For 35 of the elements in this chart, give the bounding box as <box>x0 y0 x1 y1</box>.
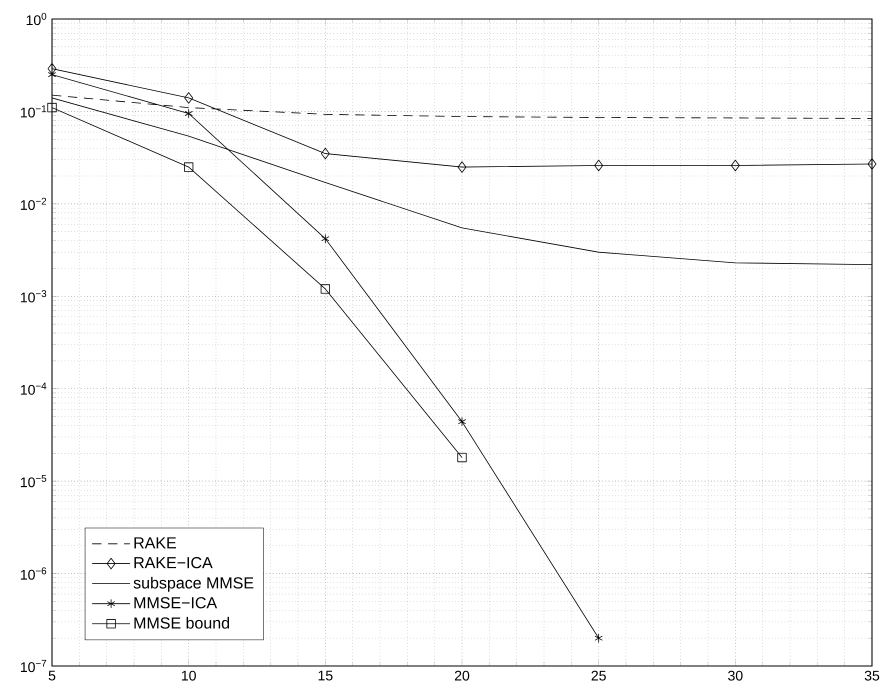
legend-label: subspace MMSE <box>134 576 254 592</box>
x-tick-label: 20 <box>454 670 470 681</box>
legend-label: MMSE bound <box>134 616 230 629</box>
y-tick-label: 10$^{−3}$ <box>20 290 46 302</box>
y-tick-label: 10$^{−6}$ <box>20 567 46 580</box>
point <box>594 160 604 172</box>
x-tick-label: 35 <box>864 670 880 681</box>
y-tick-label: 10$^{−5}$ <box>20 475 46 488</box>
point <box>458 417 466 426</box>
point <box>47 102 57 112</box>
point <box>184 92 194 104</box>
x-tick-label: 15 <box>318 670 333 680</box>
y-tick-label: 10$^{−7}$ <box>20 660 46 672</box>
point <box>457 452 467 462</box>
point <box>458 161 466 173</box>
point <box>594 634 603 643</box>
x-tick-label: 30 <box>728 670 743 681</box>
point <box>184 108 193 118</box>
point <box>48 62 56 74</box>
y-tick-label: 10$^{−1}$ <box>20 105 46 118</box>
point <box>320 148 330 160</box>
point <box>184 162 194 172</box>
legend-label: MMSE−ICA <box>134 597 218 608</box>
y-tick-label: 10$^{−2}$ <box>20 198 46 210</box>
point <box>868 158 876 170</box>
y-tick-label: 10$^{0}$ <box>26 12 46 26</box>
point <box>321 234 330 244</box>
x-tick-label: 10 <box>182 670 196 681</box>
x-tick-label: 5 <box>48 670 56 680</box>
point <box>320 284 330 294</box>
legend-label: RAKE−ICA <box>134 556 213 568</box>
point <box>730 160 740 172</box>
x-tick-label: 25 <box>592 670 606 681</box>
legend-label: RAKE <box>134 537 176 548</box>
y-tick-label: 10$^{−4}$ <box>20 382 46 395</box>
